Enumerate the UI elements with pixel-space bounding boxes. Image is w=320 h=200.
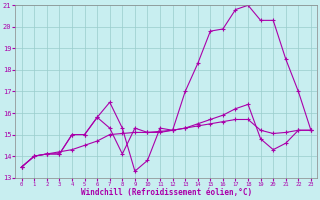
X-axis label: Windchill (Refroidissement éolien,°C): Windchill (Refroidissement éolien,°C): [81, 188, 252, 197]
